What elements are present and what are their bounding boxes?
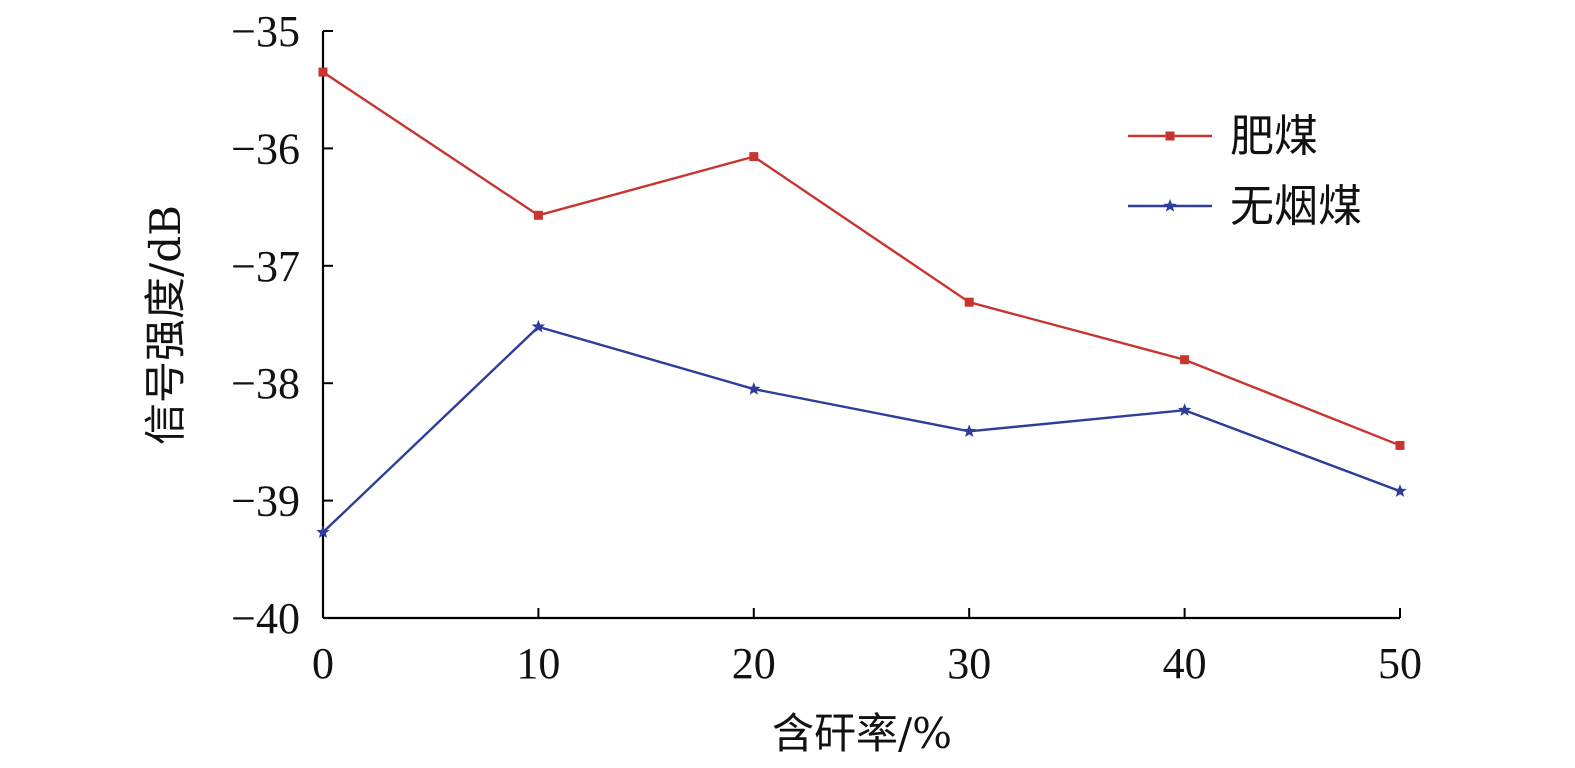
y-axis-title: 信号强度/dB [141,205,190,445]
series-point-fei-mei [1180,355,1190,365]
x-tick-label: 20 [732,639,776,688]
x-tick-label: 30 [947,639,991,688]
series-point-wu-yan-mei [1393,484,1407,497]
x-tick-label: 40 [1163,639,1207,688]
series-point-fei-mei [1395,440,1405,450]
y-tick-label: −39 [231,477,300,526]
x-tick-label: 10 [516,639,560,688]
series-point-fei-mei [964,297,974,307]
y-tick-label: −35 [231,7,300,56]
legend-label: 肥煤 [1230,111,1318,162]
series-line-1 [322,325,1401,534]
series-point-fei-mei [533,210,543,220]
series-point-wu-yan-mei [316,525,330,538]
y-tick-label: −36 [231,124,300,173]
ticks: 0 10 20 30 40 50 −35 −36 −37 −38 −39 −40 [231,7,1422,688]
series-point-wu-yan-mei [1177,403,1192,416]
series-point-wu-yan-mei [747,382,761,395]
series-point-wu-yan-mei [962,424,976,437]
y-tick-label: −40 [231,594,300,643]
series-point-fei-mei [318,67,328,77]
series-point-wu-yan-mei [531,319,546,333]
series-point-fei-mei [749,152,759,162]
legend-marker-square [1165,131,1175,141]
y-tick-label: −38 [231,359,300,408]
y-tick-label: −37 [231,242,300,291]
legend-marker-star [1163,199,1177,212]
legend-label: 无烟煤 [1230,181,1362,232]
series-layer [316,67,1407,538]
series-line-0 [322,71,1401,447]
x-tick-label: 0 [312,639,334,688]
x-tick-label: 50 [1378,639,1422,688]
x-axis-title: 含矸率/% [772,709,952,758]
axes [321,31,1400,620]
